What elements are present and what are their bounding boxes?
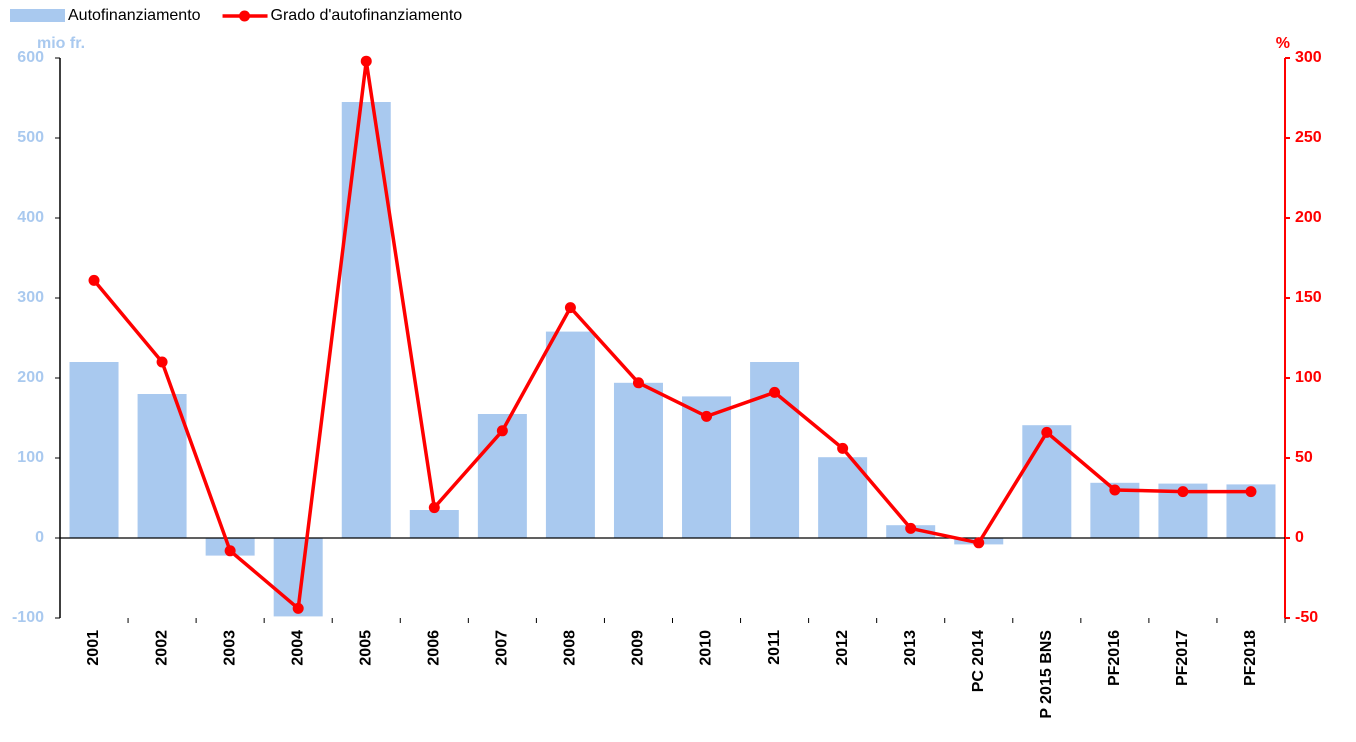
x-tick-label: 2007 <box>494 630 511 666</box>
x-tick-label: 2011 <box>766 630 783 665</box>
y2-tick-label: 0 <box>1295 529 1304 546</box>
legend-label: Autofinanziamento <box>68 7 201 24</box>
x-tick-label: 2010 <box>698 630 715 666</box>
line-point <box>224 545 236 557</box>
x-tick-label: PF2017 <box>1174 630 1191 686</box>
x-tick-label: PF2016 <box>1106 630 1123 686</box>
y-tick-label: 300 <box>17 289 44 306</box>
y2-tick-label: 300 <box>1295 49 1322 66</box>
y-tick-label: -100 <box>12 609 44 626</box>
y-tick-label: 200 <box>17 369 44 386</box>
y-tick-label: 100 <box>17 449 44 466</box>
bar <box>409 510 459 538</box>
line-point <box>1245 486 1257 498</box>
y2-tick-label: 50 <box>1295 449 1313 466</box>
line-point <box>292 602 304 614</box>
y2-tick-label: 100 <box>1295 369 1322 386</box>
x-tick-label: 2012 <box>834 630 851 666</box>
bar <box>613 382 663 538</box>
line-point <box>496 425 508 437</box>
x-tick-label: 2003 <box>221 630 238 666</box>
y-tick-label: 500 <box>17 129 44 146</box>
line-point <box>1041 426 1053 438</box>
line-point <box>1177 486 1189 498</box>
line-point <box>156 356 168 368</box>
line-point <box>88 274 100 286</box>
y2-axis-label: % <box>1276 35 1290 52</box>
x-tick-label: 2002 <box>153 630 170 666</box>
y2-tick-label: -50 <box>1295 609 1318 626</box>
line-point <box>564 302 576 314</box>
line-point <box>632 377 644 389</box>
x-tick-label: 2008 <box>562 630 579 666</box>
bar <box>137 394 187 538</box>
bar <box>545 331 595 538</box>
line-point <box>973 537 985 549</box>
bar <box>818 457 868 538</box>
line-point <box>769 386 781 398</box>
line-point <box>1109 484 1121 496</box>
y-axis-label: mio fr. <box>37 35 85 52</box>
x-tick-label: 2013 <box>902 630 919 666</box>
y2-tick-label: 200 <box>1295 209 1322 226</box>
line-point <box>428 502 440 514</box>
line-point <box>360 55 372 67</box>
legend-label: Grado d'autofinanziamento <box>271 7 463 24</box>
x-tick-label: 2001 <box>85 630 102 666</box>
bar <box>69 362 119 538</box>
line-point <box>701 410 713 422</box>
y2-tick-label: 250 <box>1295 129 1322 146</box>
x-tick-label: 2004 <box>289 630 306 666</box>
y-tick-label: 400 <box>17 209 44 226</box>
y-tick-label: 0 <box>35 529 44 546</box>
bar <box>1022 425 1072 538</box>
y-tick-label: 600 <box>17 49 44 66</box>
x-tick-label: P 2015 BNS <box>1038 630 1055 719</box>
line-point <box>837 442 849 454</box>
x-tick-label: 2005 <box>357 630 374 666</box>
legend-swatch <box>10 9 65 22</box>
line-point <box>905 522 917 534</box>
x-tick-label: PF2018 <box>1242 630 1259 686</box>
legend-marker <box>239 10 251 22</box>
y2-tick-label: 150 <box>1295 289 1322 306</box>
x-tick-label: 2009 <box>630 630 647 666</box>
line <box>92 60 1251 612</box>
x-tick-label: PC 2014 <box>970 630 987 692</box>
x-tick-label: 2006 <box>426 630 443 666</box>
